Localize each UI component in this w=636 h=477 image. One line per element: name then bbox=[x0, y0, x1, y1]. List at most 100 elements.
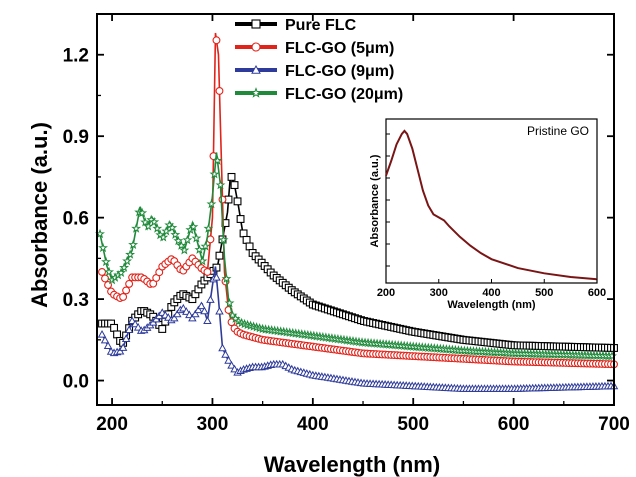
main-plot-area: 200 300 400 500 600 700 0.0 0.3 0.6 0.9 1.2 Pure FL… bbox=[63, 13, 630, 435]
data-point-star bbox=[101, 256, 111, 267]
inset-x-tick-label: 300 bbox=[430, 287, 448, 299]
series-2 bbox=[97, 266, 619, 392]
y-tick-label: 0.0 bbox=[63, 372, 89, 393]
inset-series-line bbox=[385, 129, 598, 281]
data-point-triangle bbox=[191, 309, 200, 318]
series-group bbox=[95, 32, 619, 392]
x-tick-label: 600 bbox=[498, 414, 530, 435]
x-tick-label: 500 bbox=[397, 414, 429, 435]
data-point-square bbox=[215, 251, 224, 260]
data-point-star bbox=[104, 266, 115, 277]
data-point-star bbox=[209, 168, 220, 179]
legend-label: FLC-GO (9μm) bbox=[285, 63, 394, 80]
data-point-triangle bbox=[97, 329, 107, 338]
data-point-square bbox=[110, 323, 119, 332]
data-point-triangle bbox=[224, 356, 233, 364]
data-point-circle bbox=[101, 274, 109, 283]
inset-x-axis-title: Wavelength (nm) bbox=[447, 299, 536, 311]
data-point-star bbox=[188, 221, 199, 232]
data-point-star bbox=[224, 297, 235, 308]
data-point-triangle bbox=[121, 334, 131, 342]
data-point-star bbox=[137, 207, 148, 218]
data-point-triangle bbox=[188, 313, 197, 322]
data-point-triangle bbox=[197, 301, 206, 310]
data-point-circle bbox=[125, 279, 134, 288]
series-3 bbox=[95, 152, 617, 361]
y-axis-title: Absorbance (a.u.) bbox=[27, 122, 52, 308]
data-point-star bbox=[191, 233, 202, 243]
data-point-star bbox=[116, 267, 127, 277]
data-point-square bbox=[227, 172, 236, 181]
data-point-square bbox=[158, 325, 167, 333]
inset-title: Pristine GO bbox=[527, 124, 589, 138]
data-point-triangle bbox=[200, 306, 209, 315]
y-tick-label: 0.6 bbox=[63, 209, 89, 230]
data-point-star bbox=[161, 226, 172, 236]
data-point-star bbox=[203, 223, 214, 233]
inset-x-tick-label: 500 bbox=[535, 287, 553, 299]
data-point-star bbox=[221, 273, 232, 283]
data-point-star bbox=[197, 255, 208, 266]
data-point-triangle bbox=[118, 343, 128, 351]
y-tick-label: 0.9 bbox=[63, 127, 89, 148]
data-point-star bbox=[140, 217, 151, 227]
data-point-star bbox=[182, 234, 193, 245]
data-point-star bbox=[173, 235, 184, 246]
data-point-triangle bbox=[173, 309, 182, 318]
data-point-triangle bbox=[212, 272, 221, 281]
data-point-star bbox=[206, 198, 217, 209]
legend: Pure FLC FLC-GO (5μm) FLC-GO (9μm) FLC-GO (… bbox=[235, 17, 403, 103]
y-tick-label: 0.3 bbox=[63, 290, 89, 311]
x-tick-label: 700 bbox=[598, 414, 630, 435]
data-point-star bbox=[143, 221, 154, 231]
data-point-star bbox=[176, 240, 187, 250]
data-point-square bbox=[230, 181, 239, 190]
data-point-triangle bbox=[251, 64, 261, 74]
data-point-square bbox=[251, 19, 261, 29]
data-point-star bbox=[122, 255, 133, 266]
inset-plot-area: 200 300 400 500 600 Wavelength (nm) Absorbance… bbox=[369, 118, 606, 311]
data-point-triangle bbox=[124, 325, 134, 334]
data-point-square bbox=[242, 235, 251, 244]
data-point-triangle bbox=[100, 335, 110, 344]
y-tick-label: 1.2 bbox=[63, 46, 89, 67]
data-point-star bbox=[212, 155, 223, 165]
data-point-star bbox=[179, 245, 190, 255]
data-point-star bbox=[218, 234, 229, 245]
plot-frame bbox=[96, 13, 615, 406]
x-tick-label: 400 bbox=[297, 414, 329, 435]
data-point-circle bbox=[98, 268, 106, 276]
data-point-triangle bbox=[133, 322, 143, 331]
x-tick-label: 200 bbox=[96, 414, 128, 435]
data-point-circle bbox=[218, 195, 227, 204]
data-point-triangle bbox=[221, 350, 230, 358]
data-point-star bbox=[215, 179, 226, 190]
data-point-square bbox=[239, 229, 248, 238]
data-point-circle bbox=[119, 292, 128, 301]
legend-label: FLC-GO (20μm) bbox=[285, 86, 403, 103]
data-point-star bbox=[131, 223, 142, 233]
series-0 bbox=[98, 172, 618, 352]
data-point-triangle bbox=[206, 295, 215, 303]
data-point-triangle bbox=[215, 306, 224, 315]
data-point-triangle bbox=[103, 341, 113, 350]
data-point-circle bbox=[215, 86, 224, 95]
inset-x-tick-label: 400 bbox=[482, 287, 500, 299]
data-point-circle bbox=[212, 36, 221, 45]
inset-x-tick-label: 200 bbox=[377, 287, 395, 299]
data-point-star bbox=[152, 223, 163, 233]
data-point-square bbox=[236, 215, 245, 223]
data-point-triangle bbox=[230, 364, 239, 373]
data-point-star bbox=[200, 241, 211, 251]
inset-x-tick-label: 600 bbox=[588, 287, 606, 299]
data-point-star bbox=[170, 229, 181, 239]
inset-frame bbox=[385, 118, 598, 284]
data-point-square bbox=[113, 330, 122, 339]
data-point-triangle bbox=[218, 343, 227, 352]
data-point-circle bbox=[122, 286, 131, 295]
legend-label: FLC-GO (5μm) bbox=[285, 40, 394, 57]
data-point-star bbox=[227, 310, 238, 320]
data-point-star bbox=[125, 249, 136, 259]
legend-label: Pure FLC bbox=[285, 17, 357, 34]
